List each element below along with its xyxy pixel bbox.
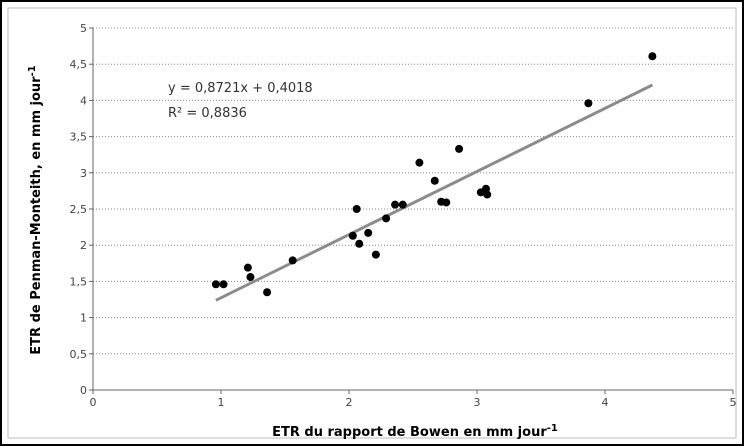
x-tick-label: 2	[346, 396, 353, 409]
point	[211, 280, 220, 289]
point	[430, 176, 439, 185]
x-label-sup: -1	[547, 423, 558, 434]
y-tick-label: 1	[80, 312, 87, 325]
point	[246, 273, 255, 282]
y-tick-label: 0,5	[70, 348, 88, 361]
point	[263, 288, 272, 297]
point	[398, 200, 407, 209]
point	[352, 205, 361, 213]
y-label-text: ETR de Penman-Monteith, en mm jour	[29, 76, 44, 355]
x-axis-label: ETR du rapport de Bowen en mm jour-1	[272, 423, 558, 440]
y-axis-label: ETR de Penman-Monteith, en mm jour-1	[27, 65, 44, 354]
x-tick-label: 1	[218, 396, 225, 409]
y-tick-label: 4	[80, 94, 87, 107]
x-tick-label: 5	[730, 396, 737, 409]
x-tick-label: 3	[474, 396, 481, 409]
point	[584, 99, 593, 108]
point	[348, 231, 357, 240]
y-tick-label: 2	[80, 239, 87, 252]
point	[219, 280, 228, 289]
inner-border	[7, 7, 737, 439]
point	[364, 228, 373, 237]
y-tick-label: 0	[80, 384, 87, 397]
point	[648, 52, 657, 61]
r-squared: R² = 0,8836	[168, 106, 247, 121]
y-tick-label: 3,5	[70, 131, 88, 144]
point	[455, 144, 464, 153]
point	[355, 239, 364, 248]
point	[371, 250, 380, 259]
y-tick-label: 3	[80, 167, 87, 180]
point	[382, 214, 391, 223]
y-label-sup: -1	[27, 65, 38, 76]
y-tick-label: 1,5	[70, 275, 88, 288]
trendline	[215, 83, 654, 302]
y-tick-label: 4,5	[70, 58, 88, 71]
y-tick-label: 2,5	[70, 203, 88, 216]
equation: y = 0,8721x + 0,4018	[168, 81, 313, 96]
x-tick-label: 0	[90, 396, 97, 409]
y-tick-label: 5	[80, 22, 87, 35]
point	[415, 158, 424, 167]
point	[288, 256, 297, 265]
x-tick-label: 4	[602, 396, 609, 409]
point	[391, 200, 400, 209]
point	[243, 263, 252, 272]
point	[483, 190, 492, 199]
point	[442, 198, 451, 207]
x-label-text: ETR du rapport de Bowen en mm jour	[272, 425, 547, 440]
